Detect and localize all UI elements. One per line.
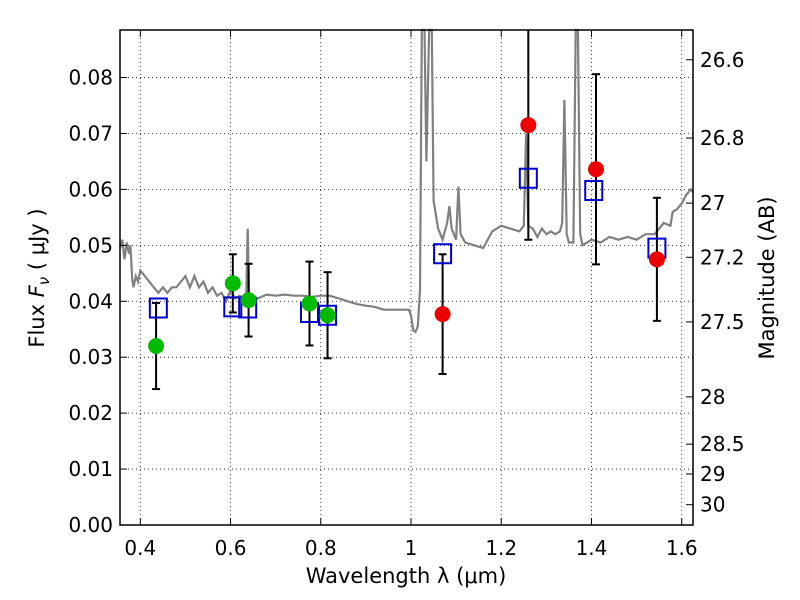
green-data-point [319, 307, 336, 324]
green-data-point [240, 292, 257, 309]
y2-tick-label: 28 [700, 385, 725, 409]
y-axis-label: Flux Fν ( μJy ) [25, 208, 53, 347]
model-point [318, 304, 338, 326]
model-point [223, 296, 243, 318]
model-point [584, 180, 604, 202]
y2-axis-label: Magnitude (AB) [755, 196, 779, 359]
y2-tick-label: 27 [700, 191, 725, 215]
x-tick-label: 0.6 [215, 536, 247, 560]
y2-tick-label: 26.6 [700, 48, 745, 72]
y-tick-label: 0.02 [68, 401, 113, 425]
y2-tick-label: 29 [700, 462, 725, 486]
green-data-point [148, 338, 165, 355]
x-tick-label: 1.4 [576, 536, 608, 560]
y-tick-label: 0.08 [68, 66, 113, 90]
y-tick-label: 0.07 [68, 121, 113, 145]
y-tick-label: 0.04 [68, 289, 113, 313]
x-tick-label: 1 [405, 536, 418, 560]
error-bars [152, 30, 661, 391]
y2-axis-ticks: 26.6 26.8 27 27.2 27.5 28 28.5 29 30 [686, 48, 745, 517]
y-tick-label: 0.03 [68, 345, 113, 369]
y2-tick-label: 28.5 [700, 432, 745, 456]
red-data-point [434, 306, 451, 323]
green-data-point [224, 275, 241, 292]
x-tick-label: 1.2 [485, 536, 517, 560]
model-point [518, 167, 538, 189]
y2-tick-label: 26.8 [700, 126, 745, 150]
y-axis-ticks: 0.00 0.01 0.02 0.03 0.04 0.05 0.06 0.07 0.08 [68, 66, 127, 537]
observed-points [148, 117, 665, 355]
y2-tick-label: 30 [700, 493, 725, 517]
model-point [148, 297, 168, 319]
x-axis-label: Wavelength λ (μm) [306, 564, 507, 588]
x-tick-label: 0.8 [305, 536, 337, 560]
y-tick-label: 0.00 [68, 513, 113, 537]
x-tick-label: 1.6 [666, 536, 698, 560]
green-data-point [301, 295, 318, 312]
y-tick-label: 0.05 [68, 233, 113, 257]
y2-tick-label: 27.2 [700, 245, 745, 269]
spectrum-line [118, 28, 694, 334]
grid [120, 30, 693, 525]
red-data-point [648, 251, 665, 268]
model-point [433, 243, 453, 265]
y-tick-label: 0.06 [68, 177, 113, 201]
red-data-point [520, 117, 537, 134]
y-tick-label: 0.01 [68, 457, 113, 481]
x-tick-label: 0.4 [124, 536, 156, 560]
model-points [148, 167, 667, 326]
x-axis-ticks: 0.4 0.6 0.8 1 1.2 1.4 1.6 [124, 30, 698, 560]
y2-tick-label: 27.5 [700, 310, 745, 334]
spectrum-series [118, 28, 694, 334]
red-data-point [587, 161, 604, 178]
plot-frame [119, 29, 694, 526]
